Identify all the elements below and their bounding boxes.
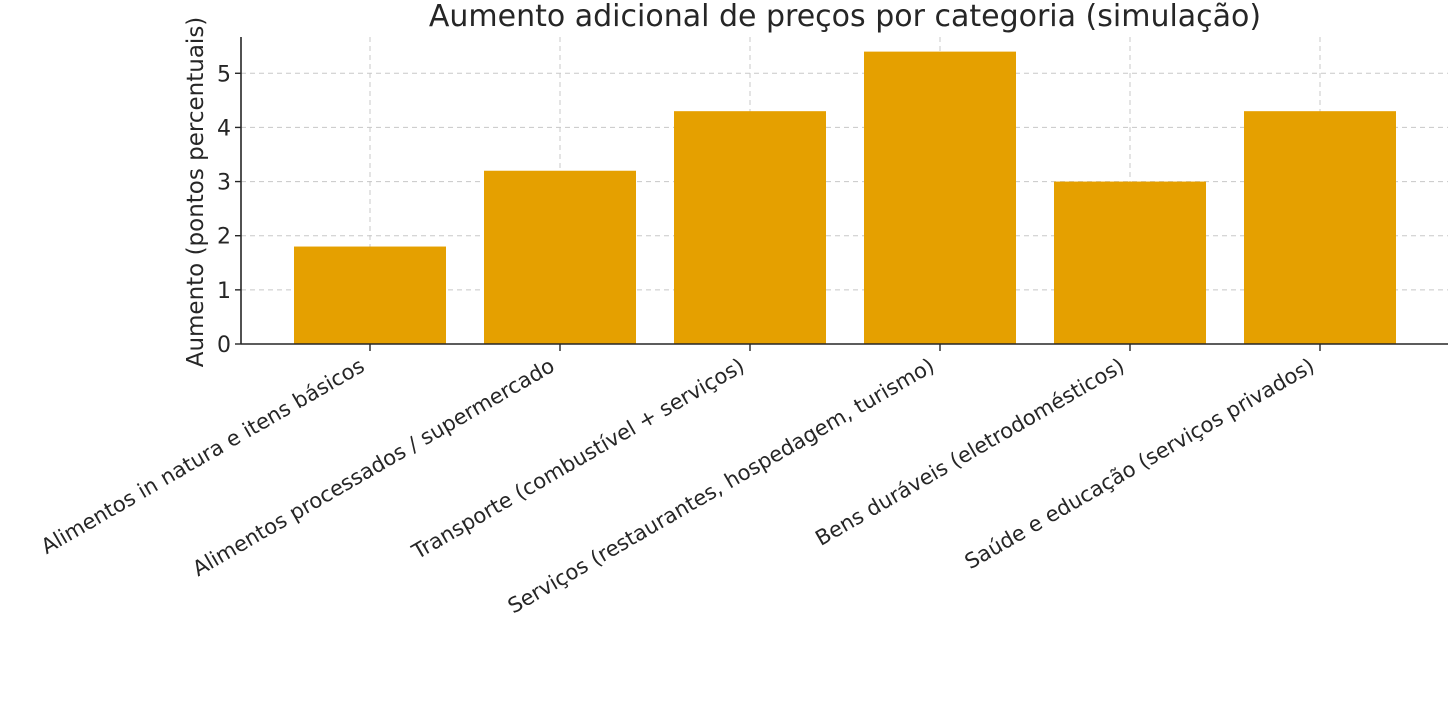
bar	[1244, 111, 1396, 344]
y-tick-label: 3	[217, 171, 231, 196]
bar	[864, 51, 1016, 344]
x-tick-label: Alimentos in natura e itens básicos	[37, 354, 369, 559]
bar	[674, 111, 826, 344]
bars	[294, 51, 1396, 344]
bar	[294, 246, 446, 344]
y-axis-label: Aumento (pontos percentuais)	[183, 17, 209, 368]
x-tick-label: Bens duráveis (eletrodomésticos)	[811, 354, 1128, 551]
y-tick-label: 1	[217, 279, 231, 304]
y-tick-label: 0	[217, 333, 231, 358]
x-tick-label: Serviços (restaurantes, hospedagem, turi…	[504, 354, 939, 619]
y-tick-label: 5	[217, 62, 231, 87]
bar	[1054, 181, 1206, 344]
axes	[235, 37, 1448, 351]
x-tick-label: Transporte (combustível + serviços)	[407, 354, 748, 565]
y-tick-label: 2	[217, 225, 231, 250]
x-tick-label: Alimentos processados / supermercado	[188, 354, 558, 582]
x-tick-labels: Alimentos in natura e itens básicosAlime…	[37, 354, 1319, 619]
y-tick-labels: 0 1 2 3 4 5	[217, 62, 231, 358]
chart-title: Aumento adicional de preços por categori…	[429, 0, 1261, 34]
bar	[484, 170, 636, 344]
x-tick-label: Saúde e educação (serviços privados)	[961, 354, 1319, 574]
y-tick-label: 4	[217, 116, 231, 141]
